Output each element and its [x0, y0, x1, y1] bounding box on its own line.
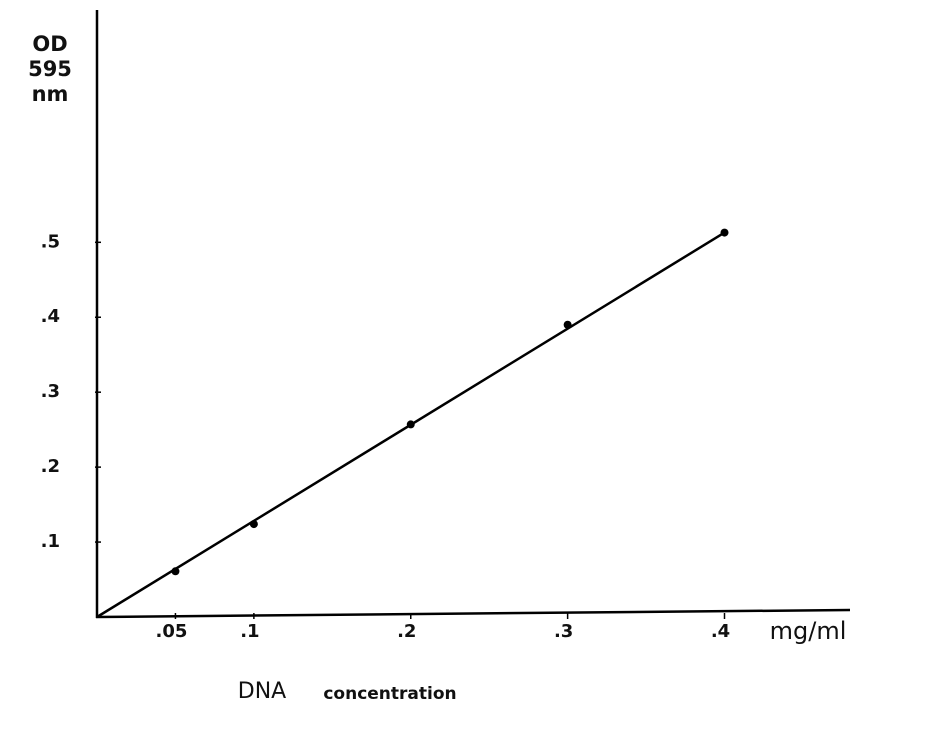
y-axis-label: 595: [28, 57, 72, 81]
y-tick-label: .4: [41, 306, 60, 327]
y-tick-label: .3: [41, 381, 60, 402]
x-axis-unit: mg/ml: [770, 617, 847, 645]
x-tick-label: .1: [240, 621, 259, 642]
y-axis-label: OD: [32, 32, 67, 56]
x-tick-label: .05: [155, 621, 187, 642]
data-point: [563, 320, 572, 329]
y-tick-label: .2: [41, 456, 60, 477]
x-tick-label: .3: [554, 621, 573, 642]
x-tick-label: .2: [397, 621, 416, 642]
y-tick-label: .1: [41, 531, 60, 552]
y-tick-label: .5: [41, 231, 60, 252]
x-axis-label: concentration: [323, 684, 456, 704]
data-point: [249, 520, 258, 529]
x-tick-label: .4: [711, 621, 730, 642]
data-point: [720, 228, 729, 237]
data-point: [406, 420, 415, 429]
x-axis-label: DNA: [238, 679, 286, 704]
data-point: [171, 567, 180, 576]
x-axis: [95, 608, 851, 619]
y-axis-label: nm: [32, 82, 69, 106]
